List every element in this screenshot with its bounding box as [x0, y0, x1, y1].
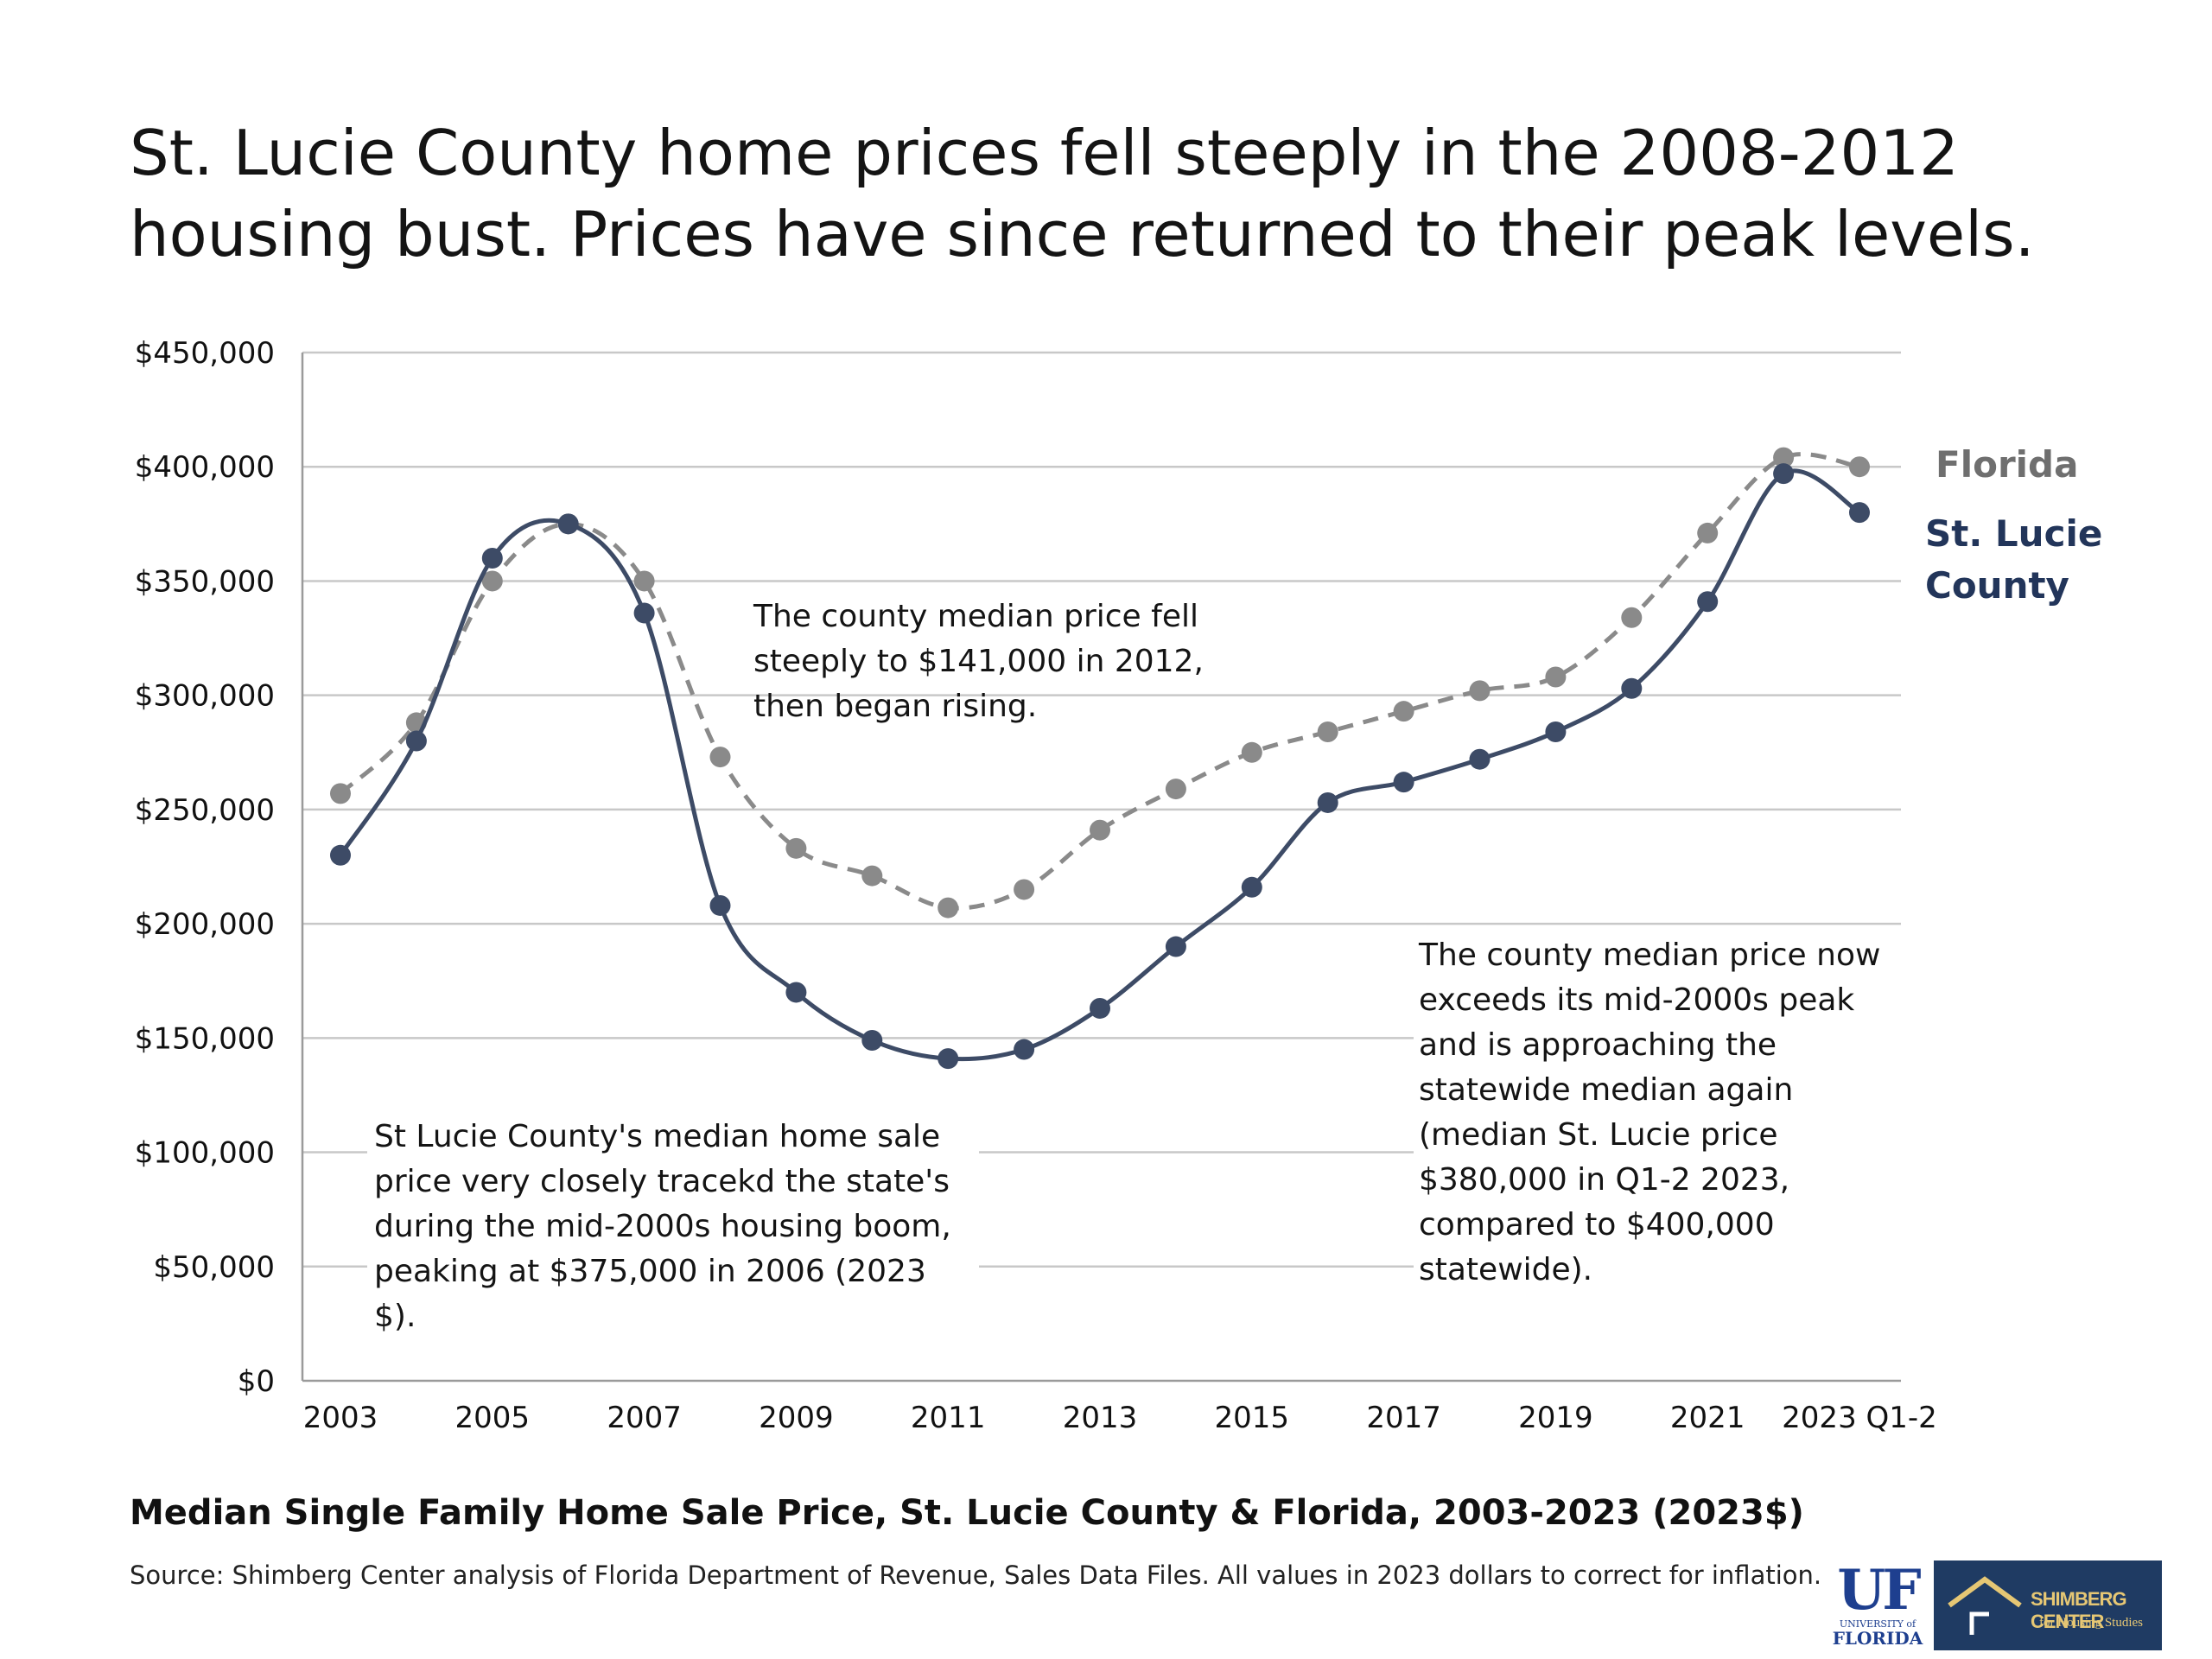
- data-point-florida: [633, 570, 655, 592]
- data-point-st-lucie-county: [709, 894, 731, 916]
- data-point-st-lucie-county: [481, 548, 503, 569]
- data-point-st-lucie-county: [1014, 1039, 1035, 1060]
- annotation-boom: St Lucie County's median home sale price…: [367, 1115, 979, 1339]
- x-tick-label: 2015: [1215, 1401, 1290, 1435]
- data-point-florida: [1014, 879, 1035, 900]
- data-point-florida: [1621, 607, 1643, 628]
- data-point-florida: [938, 897, 959, 918]
- data-point-florida: [1773, 447, 1795, 468]
- axes: $0 $50,000 $100,000 $150,000 $200,000 $250,00…: [135, 336, 1937, 1435]
- x-tick-label: 2023 Q1-2: [1782, 1401, 1937, 1435]
- x-tick-label: 2011: [911, 1401, 986, 1435]
- shimberg-logo: SHIMBERG CENTER for Housing Studies: [1934, 1560, 2162, 1650]
- x-tick-label: 2021: [1670, 1401, 1745, 1435]
- data-point-florida: [785, 837, 807, 859]
- data-point-florida: [709, 747, 731, 768]
- data-point-st-lucie-county: [633, 602, 655, 624]
- y-tick-label: $300,000: [135, 679, 275, 714]
- shimberg-logo-subtitle: for Housing Studies: [2039, 1616, 2143, 1630]
- data-point-st-lucie-county: [861, 1029, 883, 1051]
- data-point-st-lucie-county: [1165, 936, 1186, 957]
- data-point-florida: [1241, 741, 1262, 763]
- x-tick-label: 2019: [1518, 1401, 1593, 1435]
- data-point-florida: [1165, 779, 1186, 800]
- y-tick-label: $400,000: [135, 450, 275, 485]
- data-point-st-lucie-county: [330, 844, 351, 866]
- data-point-florida: [1317, 721, 1338, 742]
- y-tick-label: $0: [238, 1364, 275, 1399]
- y-tick-label: $150,000: [135, 1021, 275, 1056]
- annotation-recovery: The county median price now exceeds its …: [1414, 933, 1911, 1293]
- data-point-st-lucie-county: [1849, 502, 1870, 524]
- data-point-florida: [1090, 819, 1110, 841]
- x-tick-label: 2003: [303, 1401, 378, 1435]
- uf-logo: UF UNIVERSITY of FLORIDA: [1830, 1562, 1925, 1649]
- chart-title: St. Lucie County home prices fell steepl…: [130, 117, 2035, 270]
- annotation-bust: The county median price fell steeply to …: [753, 599, 1204, 724]
- data-point-st-lucie-county: [1697, 591, 1719, 613]
- uf-logo-florida-text: FLORIDA: [1832, 1628, 1923, 1649]
- data-point-st-lucie-county: [785, 982, 807, 1003]
- shimberg-logo-title: SHIMBERG CENTER: [2031, 1588, 2127, 1632]
- data-point-florida: [1545, 666, 1567, 688]
- y-tick-label: $250,000: [135, 793, 275, 828]
- series-label-florida: Florida: [1936, 443, 2079, 486]
- x-tick-label: 2009: [759, 1401, 834, 1435]
- data-point-st-lucie-county: [1469, 748, 1491, 770]
- data-point-st-lucie-county: [1317, 791, 1338, 813]
- data-point-st-lucie-county: [405, 730, 427, 752]
- house-roof-icon: [1948, 1576, 2022, 1635]
- y-tick-label: $50,000: [153, 1250, 275, 1285]
- x-tick-label: 2013: [1063, 1401, 1138, 1435]
- data-point-st-lucie-county: [938, 1048, 959, 1070]
- data-point-st-lucie-county: [1393, 772, 1414, 793]
- chart-caption: Median Single Family Home Sale Price, St…: [130, 1493, 1804, 1533]
- y-tick-label: $100,000: [135, 1136, 275, 1171]
- data-point-florida: [330, 783, 351, 804]
- series-lines: [330, 447, 1870, 1070]
- series-label-st-lucie: St. Lucie County: [1925, 512, 2103, 607]
- data-point-st-lucie-county: [557, 513, 579, 535]
- data-point-florida: [1393, 701, 1414, 722]
- uf-logo-small-text: UNIVERSITY of: [1839, 1618, 1916, 1630]
- data-point-st-lucie-county: [1545, 721, 1567, 742]
- source-note: Source: Shimberg Center analysis of Flor…: [130, 1560, 1822, 1590]
- x-tick-label: 2007: [607, 1401, 682, 1435]
- data-point-st-lucie-county: [1773, 463, 1795, 485]
- y-tick-label: $450,000: [135, 336, 275, 371]
- x-tick-label: 2017: [1366, 1401, 1441, 1435]
- data-point-florida: [1469, 680, 1491, 702]
- data-point-florida: [1849, 456, 1870, 478]
- data-point-florida: [481, 570, 503, 592]
- data-point-st-lucie-county: [1090, 997, 1110, 1019]
- x-tick-label: 2005: [455, 1401, 531, 1435]
- y-tick-label: $350,000: [135, 564, 275, 599]
- data-point-florida: [1697, 522, 1719, 543]
- data-point-st-lucie-county: [1621, 677, 1643, 699]
- uf-logo-mark: UF: [1837, 1558, 1921, 1623]
- data-point-st-lucie-county: [1241, 876, 1262, 898]
- y-tick-label: $200,000: [135, 907, 275, 942]
- data-point-florida: [861, 865, 883, 887]
